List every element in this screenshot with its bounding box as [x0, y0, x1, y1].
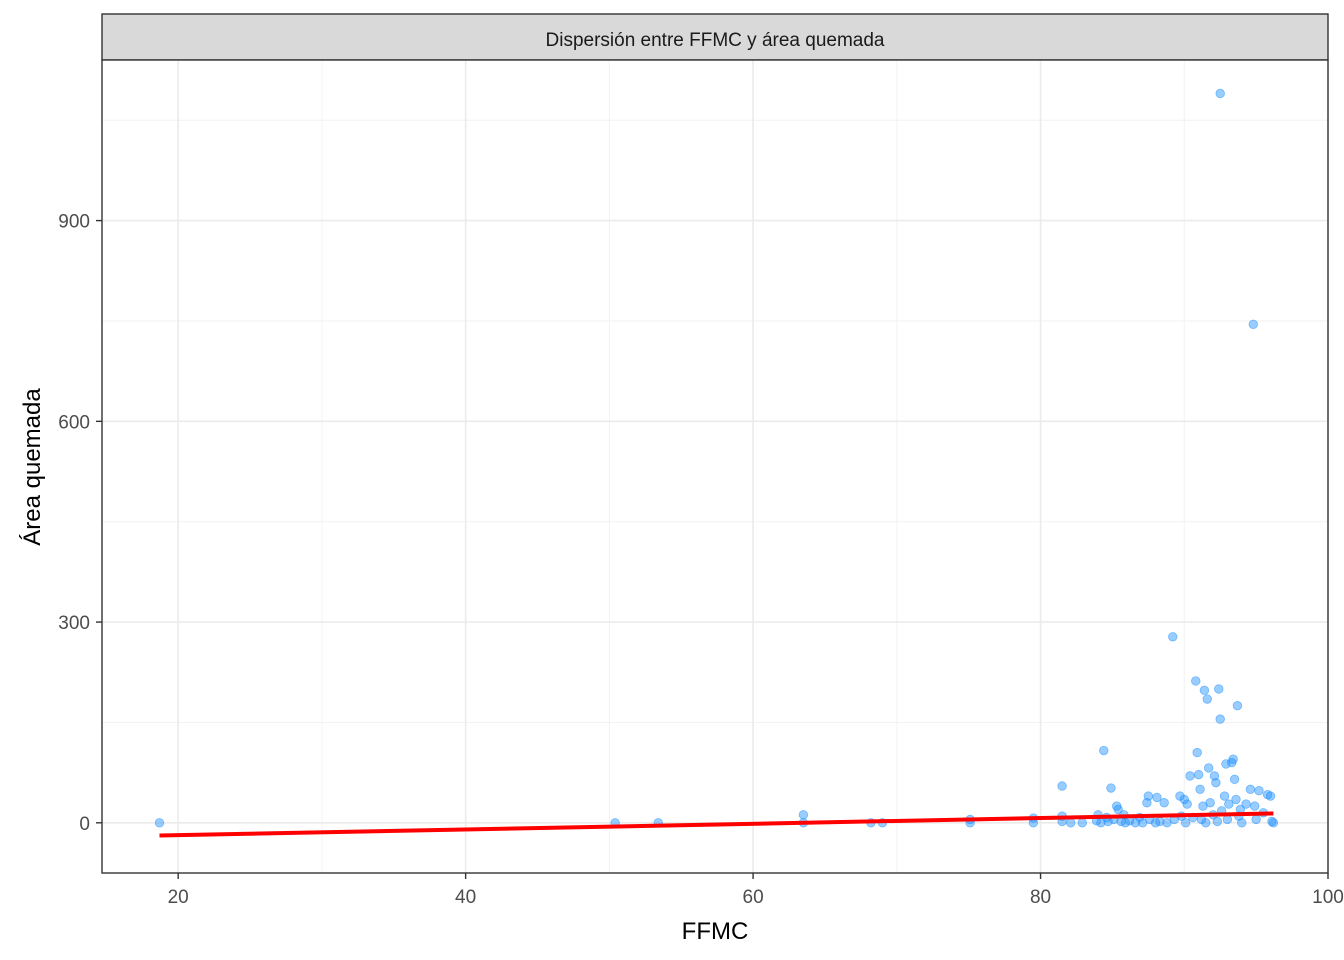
data-point [1229, 774, 1240, 785]
data-point [1182, 799, 1192, 809]
data-point [798, 810, 809, 820]
data-point [1185, 771, 1195, 781]
y-tick-label: 0 [79, 814, 90, 835]
x-tick-label: 60 [743, 887, 764, 908]
data-point [1077, 818, 1087, 828]
data-point [1215, 88, 1225, 99]
data-point [1191, 676, 1201, 686]
y-tick-label: 900 [58, 212, 90, 233]
data-point [1143, 791, 1154, 801]
data-point [1222, 814, 1233, 825]
x-axis-ticks: 20 40 60 80 100 [168, 873, 1344, 908]
data-point [1267, 816, 1277, 827]
data-point [1245, 784, 1256, 795]
data-point [1106, 783, 1116, 793]
data-point [1204, 763, 1214, 773]
y-tick-label: 300 [58, 613, 90, 634]
data-point [1248, 319, 1258, 330]
data-point [1205, 798, 1215, 808]
data-point [1179, 794, 1189, 805]
data-point [1195, 784, 1205, 795]
data-point [1237, 818, 1247, 828]
data-point [1152, 792, 1162, 803]
trend-line [159, 811, 1274, 838]
data-point [1215, 714, 1225, 724]
strip-background [101, 13, 1329, 61]
data-point [1181, 818, 1191, 828]
data-point [1201, 818, 1211, 828]
y-axis-ticks: 0 300 600 900 [58, 212, 102, 835]
facet-title: Dispersión entre FFMC y área quemada [546, 30, 885, 51]
plot-panel [102, 60, 1328, 873]
data-point [1219, 791, 1230, 801]
data-point [1193, 769, 1204, 780]
x-tick-label: 40 [455, 887, 476, 908]
panel-border [101, 59, 1329, 874]
x-axis-title: FFMC [682, 918, 749, 945]
data-point [1057, 781, 1067, 791]
x-tick-label: 100 [1312, 887, 1344, 908]
data-point [1231, 794, 1241, 805]
minor-gridlines [102, 60, 1328, 873]
data-point [1159, 798, 1169, 808]
data-point [1211, 777, 1221, 788]
data-point [1251, 814, 1261, 825]
data-point [1241, 799, 1251, 809]
data-point [1228, 754, 1238, 764]
data-point [1199, 685, 1210, 696]
data-point [1168, 632, 1178, 642]
data-point [1249, 801, 1260, 811]
y-tick-label: 600 [58, 412, 90, 433]
data-point [1212, 816, 1223, 827]
y-axis-title: Área quemada [19, 388, 46, 546]
data-point [1202, 694, 1212, 704]
data-point [1232, 701, 1243, 711]
data-point [1099, 745, 1109, 756]
data-point [1254, 785, 1264, 796]
x-tick-label: 80 [1030, 887, 1051, 908]
x-tick-label: 20 [168, 887, 189, 908]
data-point [1262, 790, 1273, 800]
data-point [1268, 818, 1279, 828]
data-point [1214, 684, 1224, 694]
data-point [154, 818, 165, 828]
data-point [1224, 799, 1234, 809]
data-point [1265, 791, 1276, 801]
data-point [1066, 818, 1076, 828]
data-point [1221, 759, 1231, 769]
data-point [1113, 804, 1123, 815]
data-point [1192, 747, 1202, 758]
